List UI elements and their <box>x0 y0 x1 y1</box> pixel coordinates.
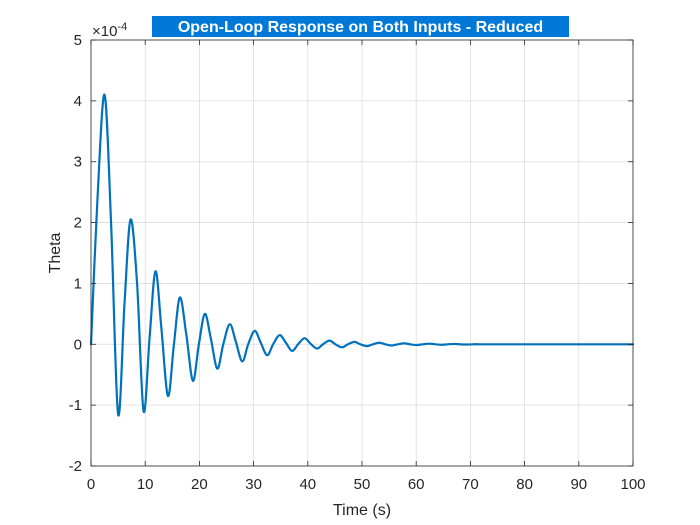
x-tick-label: 90 <box>570 476 587 493</box>
y-tick-label: 3 <box>74 154 82 171</box>
x-tick-label: 100 <box>620 476 645 493</box>
x-tick-label: 0 <box>87 476 95 493</box>
x-tick-labels: 0 10 20 30 40 50 60 70 80 90 100 <box>87 476 646 493</box>
y-axis-exponent: ×10-4 <box>92 21 127 40</box>
x-tick-label: 70 <box>462 476 479 493</box>
x-tick-label: 30 <box>245 476 262 493</box>
y-axis-label: Theta <box>47 232 64 273</box>
chart-title: Open-Loop Response on Both Inputs - Redu… <box>178 19 543 36</box>
x-tick-label: 20 <box>191 476 208 493</box>
y-tick-labels: -2 -1 0 1 2 3 4 5 <box>69 32 82 475</box>
tick-marks <box>90 39 634 467</box>
x-tick-label: 60 <box>408 476 425 493</box>
x-axis-label: Time (s) <box>333 502 391 519</box>
y-exponent-base: ×10 <box>92 23 117 40</box>
y-tick-label: 4 <box>74 93 82 110</box>
x-tick-label: 10 <box>137 476 154 493</box>
y-tick-label: 5 <box>74 32 82 49</box>
x-tick-label: 40 <box>299 476 316 493</box>
y-tick-label: -1 <box>69 397 82 414</box>
series-layer <box>89 93 635 417</box>
y-tick-label: 0 <box>74 336 82 353</box>
x-tick-label: 80 <box>516 476 533 493</box>
title-highlight <box>152 16 569 37</box>
y-exponent-power: -4 <box>117 21 127 33</box>
y-tick-label: -2 <box>69 458 82 475</box>
series-line <box>89 93 635 417</box>
x-tick-label: 50 <box>354 476 371 493</box>
y-tick-label: 1 <box>74 275 82 292</box>
y-tick-label: 2 <box>74 215 82 232</box>
